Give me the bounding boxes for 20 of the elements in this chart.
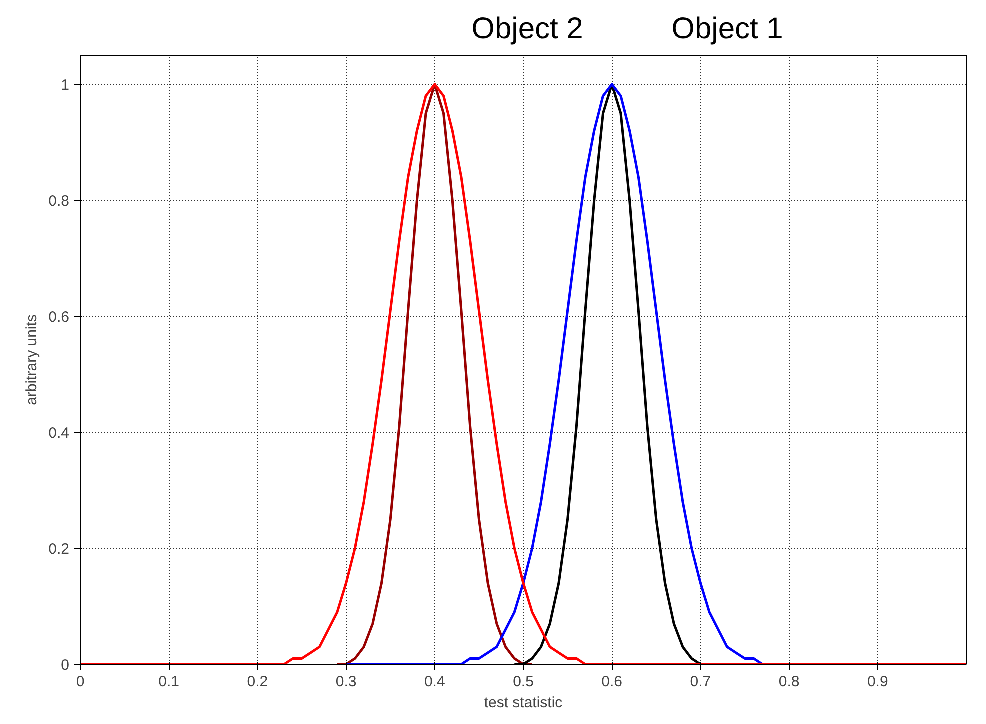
y-tick-label: 1 <box>61 77 70 94</box>
x-tick-label: 0.9 <box>867 674 888 690</box>
x-tick-label: 0.1 <box>158 674 180 690</box>
x-tick-label: 0 <box>76 674 85 690</box>
y-tick-label: 0.4 <box>48 425 70 442</box>
x-tick-label: 0.5 <box>513 674 534 690</box>
y-tick-label: 0.8 <box>48 193 70 210</box>
x-tick-label: 0.7 <box>690 674 712 690</box>
x-axis-title: test statistic <box>484 694 564 712</box>
y-axis-title: arbitrary units <box>24 314 41 406</box>
y-tick-label: 0 <box>61 657 70 674</box>
text: Object 2 <box>472 12 584 46</box>
x-tick-label: 0.3 <box>336 674 357 690</box>
x-tick-label: 0.2 <box>247 674 268 690</box>
x-tick-label: 0.6 <box>602 674 623 690</box>
y-tick-label: 0.6 <box>48 309 70 326</box>
y-tick-label: 0.2 <box>48 541 70 558</box>
text: Object 1 <box>672 12 784 46</box>
x-tick-label: 0.8 <box>778 674 800 690</box>
x-tick-label: 0.4 <box>424 674 446 690</box>
